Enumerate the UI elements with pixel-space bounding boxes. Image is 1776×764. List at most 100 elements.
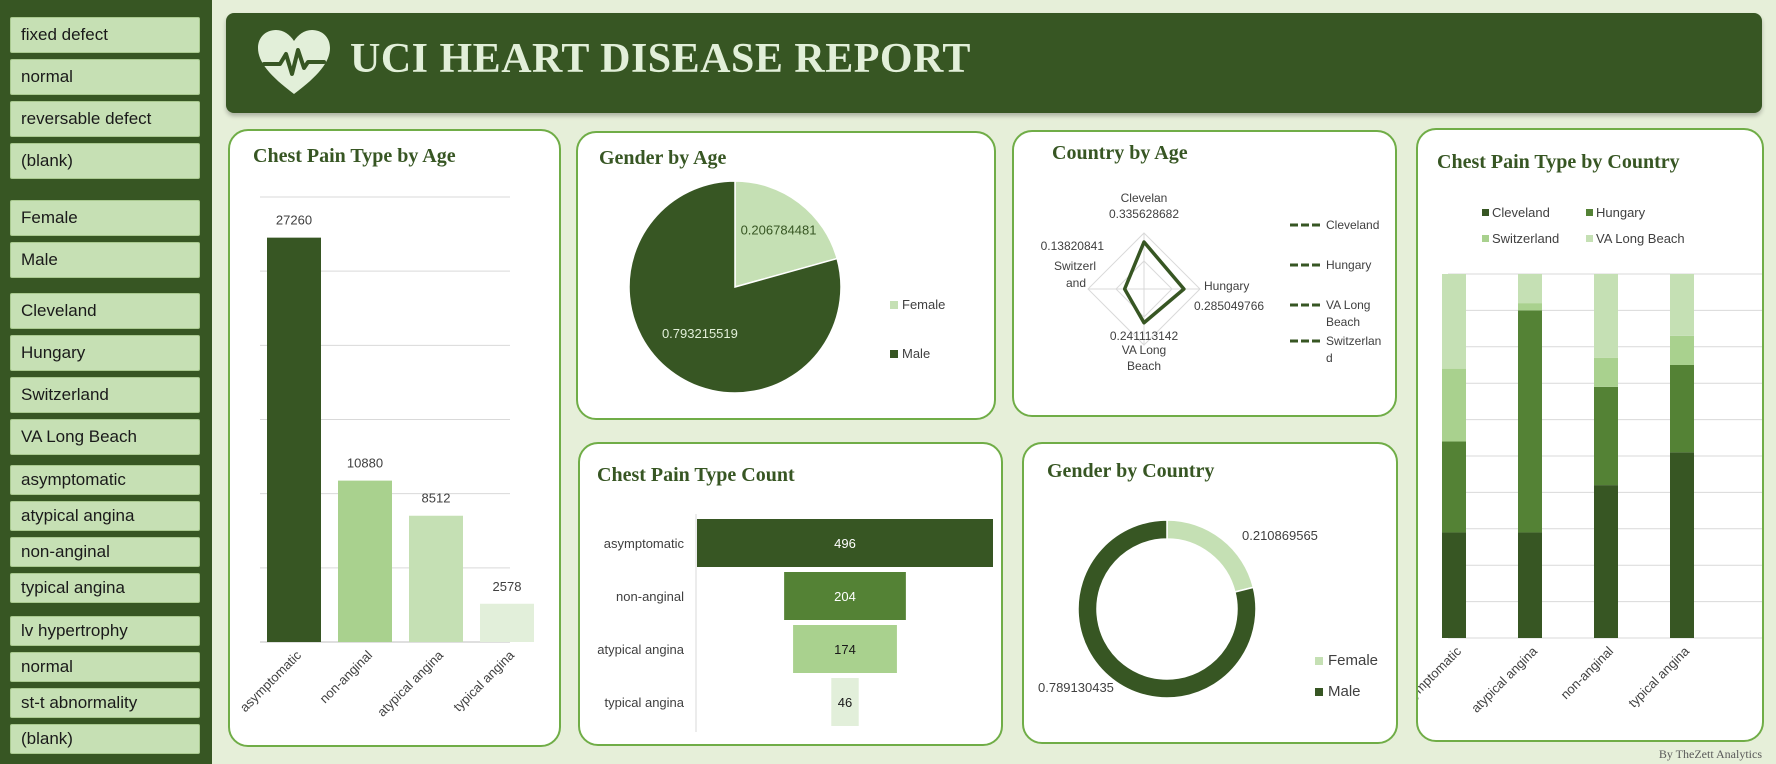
legend-swatch [1315,688,1323,696]
slicer-item[interactable]: non-anginal [10,537,200,567]
data-label: 0.789130435 [1038,680,1114,695]
category-label: asymptomatic [237,647,305,715]
axis-label: Hungary [1204,279,1249,293]
data-label: 0.285049766 [1194,299,1264,313]
data-label: 0.793215519 [662,326,738,341]
gender-by-age-card: Gender by Age 0.206784481 0.793215519 Fema… [576,131,996,420]
stacked-bar-segment [1518,532,1542,638]
funnel-bar [793,625,897,673]
country-by-age-chart: Clevelan 0.335628682 Hungary 0.285049766 0.2… [1041,191,1382,373]
legend-swatch [890,350,898,358]
axis-label: Clevelan [1121,191,1168,205]
legend-label-line: Cleveland [1326,218,1379,232]
legend-label-line: Switzerlan [1326,334,1381,348]
stacked-bar-segment [1594,485,1618,638]
report-banner: UCI HEART DISEASE REPORT [226,13,1762,113]
axis-label: Switzerl and [1054,259,1096,290]
donut-slice [1166,519,1255,593]
chart-title: Gender by Age [599,147,727,169]
slicer-item[interactable]: atypical angina [10,501,200,531]
stacked-bar-segment [1670,452,1694,638]
legend-label: VA Long Beach [1326,298,1370,329]
legend-label-line: VA Long [1326,298,1370,312]
data-label: 0.206784481 [741,223,817,238]
axis-label: VA Long Beach [1122,343,1166,373]
category-label: atypical angina [597,642,684,657]
data-label: 8512 [422,491,451,506]
gender-by-country-card: Gender by Country 0.210869565 0.789130435… [1022,442,1398,744]
chart-title: Chest Pain Type Count [597,464,795,486]
slicer-item[interactable]: normal [10,652,200,682]
chart-title: Chest Pain Type by Country [1437,151,1680,173]
legend-swatch [1482,235,1489,242]
slicer-item[interactable]: normal [10,59,200,95]
legend-label: Cleveland [1326,218,1379,232]
chest-pain-by-country-card: Chest Pain Type by Country asymptomatic a… [1416,128,1764,742]
slicer-item[interactable]: asymptomatic [10,465,200,495]
data-label: 0.210869565 [1242,528,1318,543]
slicer-item[interactable]: st-t abnormality [10,688,200,718]
pie-slice [734,180,839,288]
slicer-item[interactable]: (blank) [10,143,200,179]
stacked-bar-segment [1442,274,1466,369]
legend-label: Male [1328,683,1361,700]
slicer-item[interactable]: reversable defect [10,101,200,137]
slicer-item[interactable]: fixed defect [10,17,200,53]
stacked-bar-segment [1442,532,1466,638]
radar-series [1122,240,1186,325]
bar [338,480,392,642]
category-label: non-anginal [1557,643,1616,702]
chest-pain-by-age-chart: 27260 asymptomatic 10880 non-anginal 8512 aty… [237,196,534,719]
legend-label: Male [902,346,930,361]
slicer-item[interactable]: Female [10,200,200,236]
legend-swatch [1482,209,1489,216]
slicer-item[interactable]: Switzerland [10,377,200,413]
slicer-item[interactable]: Male [10,242,200,278]
stacked-bar-segment [1670,274,1694,336]
category-label: non-anginal [616,589,684,604]
slicer-item[interactable]: Hungary [10,335,200,371]
axis-label-line: and [1066,276,1086,290]
chart-title: Country by Age [1052,142,1188,164]
axis-label-line: VA Long [1122,343,1166,357]
slicer-item[interactable]: lv hypertrophy [10,616,200,646]
legend-label: VA Long Beach [1596,231,1685,246]
slicer-item[interactable]: typical angina [10,573,200,603]
legend-swatch [1586,235,1593,242]
legend-label: Hungary [1596,205,1646,220]
data-label: 2578 [493,579,522,594]
legend-label-line: Hungary [1326,258,1371,272]
slicer-item[interactable]: (blank) [10,724,200,754]
data-label: 10880 [347,456,383,471]
data-label: 46 [838,695,852,710]
stacked-bar-segment [1442,441,1466,533]
chest-pain-count-chart: 496 asymptomatic 204 non-anginal 174 atypical… [597,514,993,732]
funnel-bar [784,572,906,620]
axis-label-line: Switzerl [1054,259,1096,273]
legend-swatch [890,301,898,309]
category-label: asymptomatic [604,536,685,551]
axis-label-line: Beach [1127,359,1161,373]
stacked-bar-segment [1518,274,1542,304]
legend-swatch [1586,209,1593,216]
stacked-bar-segment [1670,365,1694,453]
slicer-item[interactable]: VA Long Beach [10,419,200,455]
category-label: typical angina [1625,643,1692,710]
data-label: 0.335628682 [1109,207,1179,221]
data-label: 0.13820841 [1041,239,1105,253]
stacked-bar-segment [1518,310,1542,533]
legend-label: Female [1328,652,1378,669]
data-label: 27260 [276,213,312,228]
chest-pain-by-age-card: Chest Pain Type by Age 27260 asymptomatic… [228,129,561,747]
stacked-bar-segment [1594,274,1618,358]
funnel-bar [697,519,993,567]
stacked-bar-segment [1670,335,1694,365]
bar [480,603,534,642]
stacked-bar-segment [1442,368,1466,442]
chest-pain-by-country-chart: asymptomatic atypical angina non-anginal ty… [1418,205,1762,715]
slicer-item[interactable]: Cleveland [10,293,200,329]
gender-by-age-chart: 0.206784481 0.793215519 Female Male [628,180,945,394]
data-label: 496 [834,536,856,551]
category-label: typical angina [605,695,685,710]
data-label: 174 [834,642,856,657]
